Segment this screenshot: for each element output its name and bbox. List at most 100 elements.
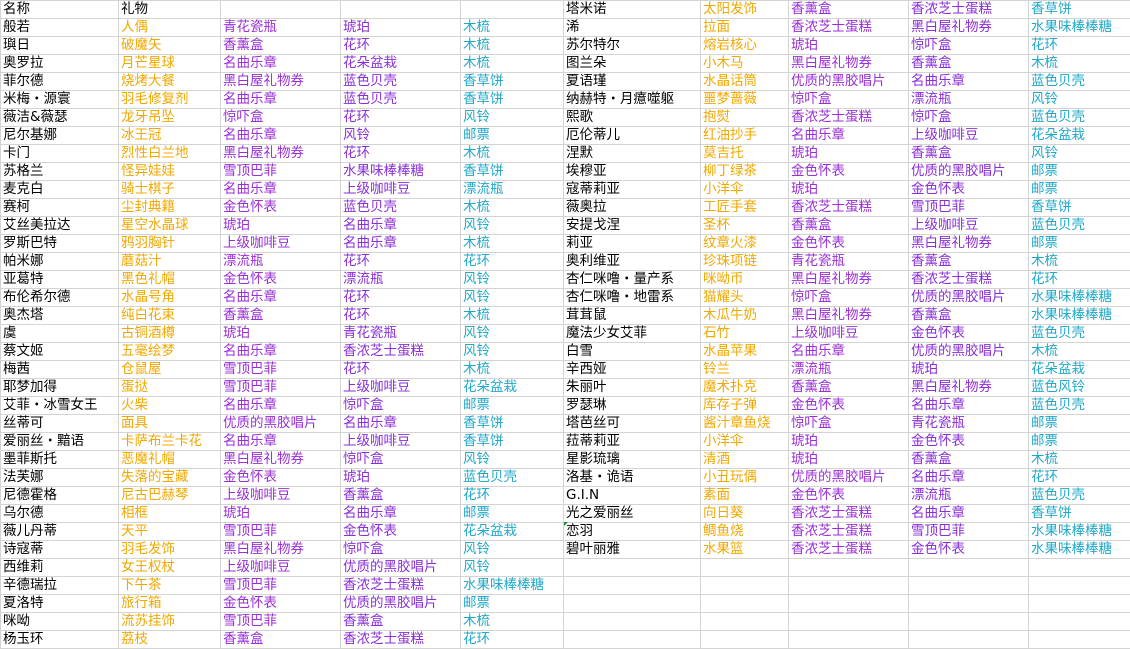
- gift-cell-3[interactable]: 名曲乐章: [909, 73, 1029, 91]
- gift-cell-1[interactable]: 火柴: [119, 397, 221, 415]
- gift-cell-4[interactable]: [1029, 595, 1130, 613]
- gift-cell-1[interactable]: 旅行箱: [119, 595, 221, 613]
- gift-cell-2[interactable]: 雪顶巴菲: [221, 613, 341, 631]
- gift-cell-4[interactable]: 风铃: [461, 325, 564, 343]
- gift-cell-4[interactable]: 风铃: [461, 343, 564, 361]
- gift-cell-1[interactable]: [701, 577, 789, 595]
- character-name-cell[interactable]: 亚葛特: [1, 271, 119, 289]
- gift-cell-2[interactable]: 上级咖啡豆: [221, 235, 341, 253]
- gift-cell-4[interactable]: 木梳: [461, 613, 564, 631]
- gift-cell-3[interactable]: 香浓芝士蛋糕: [341, 343, 461, 361]
- gift-cell-2[interactable]: [789, 559, 909, 577]
- gift-cell-1[interactable]: 羽毛发饰: [119, 541, 221, 559]
- character-name-cell[interactable]: 般若: [1, 19, 119, 37]
- gift-cell-1[interactable]: 破魔矢: [119, 37, 221, 55]
- gift-cell-4[interactable]: 邮票: [1029, 415, 1130, 433]
- character-name-cell[interactable]: 安提戈涅: [564, 217, 701, 235]
- gift-cell-4[interactable]: 蓝色贝壳: [1029, 217, 1130, 235]
- character-name-cell[interactable]: 尼德霍格: [1, 487, 119, 505]
- gift-cell-1[interactable]: 莫吉托: [701, 145, 789, 163]
- gift-cell-4[interactable]: 水果味棒棒糖: [1029, 523, 1130, 541]
- gift-cell-4[interactable]: 花环: [1029, 469, 1130, 487]
- gift-cell-3[interactable]: 雪顶巴菲: [909, 199, 1029, 217]
- gift-cell-2[interactable]: 香薰盒: [221, 307, 341, 325]
- gift-cell-4[interactable]: 木梳: [461, 235, 564, 253]
- gift-cell-2[interactable]: 惊吓盒: [221, 109, 341, 127]
- gift-cell-1[interactable]: 酱汁章鱼烧: [701, 415, 789, 433]
- gift-cell-1[interactable]: 羽毛修复剂: [119, 91, 221, 109]
- character-name-cell[interactable]: 纳赫特・月癔噬躯: [564, 91, 701, 109]
- gift-cell-3[interactable]: 香薰盒: [909, 145, 1029, 163]
- gift-cell-2[interactable]: 琥珀: [221, 217, 341, 235]
- gift-cell-3[interactable]: 香薰盒: [909, 307, 1029, 325]
- gift-cell-3[interactable]: 花环: [341, 361, 461, 379]
- gift-cell-2[interactable]: 惊吓盒: [789, 91, 909, 109]
- gift-cell-4[interactable]: 水果味棒棒糖: [461, 577, 564, 595]
- gift-cell-2[interactable]: [789, 577, 909, 595]
- gift-cell-4[interactable]: 风铃: [461, 271, 564, 289]
- gift-cell-4[interactable]: 蓝色风铃: [1029, 379, 1130, 397]
- gift-cell-2[interactable]: 琥珀: [789, 37, 909, 55]
- gift-cell-4[interactable]: 漂流瓶: [461, 181, 564, 199]
- character-name-cell[interactable]: 薇儿丹蒂: [1, 523, 119, 541]
- gift-cell-3[interactable]: 上级咖啡豆: [909, 127, 1029, 145]
- gift-cell-2[interactable]: 名曲乐章: [221, 289, 341, 307]
- gift-cell-3[interactable]: 花环: [341, 289, 461, 307]
- gift-cell-4[interactable]: [1029, 577, 1130, 595]
- gift-cell-4[interactable]: 水果味棒棒糖: [1029, 289, 1130, 307]
- gift-cell-2[interactable]: 金色怀表: [789, 163, 909, 181]
- character-name-cell[interactable]: 光之爱丽丝: [564, 505, 701, 523]
- character-name-cell[interactable]: 卡门: [1, 145, 119, 163]
- gift-cell-3[interactable]: 惊吓盒: [909, 109, 1029, 127]
- gift-cell-1[interactable]: 库存子弹: [701, 397, 789, 415]
- character-name-cell[interactable]: 咪呦: [1, 613, 119, 631]
- gift-cell-1[interactable]: 骑士棋子: [119, 181, 221, 199]
- gift-cell-2[interactable]: 名曲乐章: [221, 433, 341, 451]
- gift-cell-1[interactable]: 女王权杖: [119, 559, 221, 577]
- character-name-cell[interactable]: 厄伦蒂儿: [564, 127, 701, 145]
- gift-cell-1[interactable]: 面具: [119, 415, 221, 433]
- character-name-cell[interactable]: 朱丽叶: [564, 379, 701, 397]
- character-name-cell[interactable]: 莉亚: [564, 235, 701, 253]
- gift-cell-1[interactable]: 下午茶: [119, 577, 221, 595]
- gift-cell-2[interactable]: 香浓芝士蛋糕: [789, 505, 909, 523]
- gift-cell-1[interactable]: 石竹: [701, 325, 789, 343]
- gift-cell-4[interactable]: 风铃: [461, 217, 564, 235]
- gift-cell-3[interactable]: [909, 559, 1029, 577]
- gift-cell-3[interactable]: 金色怀表: [909, 181, 1029, 199]
- gift-cell-4[interactable]: 香草饼: [461, 163, 564, 181]
- character-name-cell[interactable]: 寇蒂莉亚: [564, 181, 701, 199]
- gift-cell-4[interactable]: 蓝色贝壳: [1029, 73, 1130, 91]
- gift-cell-3[interactable]: 惊吓盒: [909, 37, 1029, 55]
- gift-cell-3[interactable]: [909, 595, 1029, 613]
- gift-cell-1[interactable]: 红油抄手: [701, 127, 789, 145]
- gift-cell-2[interactable]: 金色怀表: [221, 469, 341, 487]
- gift-cell-1[interactable]: 小木马: [701, 55, 789, 73]
- gift-cell-3[interactable]: 上级咖啡豆: [341, 379, 461, 397]
- gift-cell-4[interactable]: 木梳: [1029, 253, 1130, 271]
- gift-cell-2[interactable]: 名曲乐章: [221, 343, 341, 361]
- gift-cell-3[interactable]: 琥珀: [341, 469, 461, 487]
- gift-cell-1[interactable]: 噩梦蔷薇: [701, 91, 789, 109]
- character-name-cell[interactable]: 塔米诺: [564, 1, 701, 19]
- gift-cell-4[interactable]: 木梳: [1029, 451, 1130, 469]
- gift-cell-3[interactable]: 名曲乐章: [909, 469, 1029, 487]
- character-name-cell[interactable]: 辛德瑞拉: [1, 577, 119, 595]
- gift-cell-2[interactable]: 名曲乐章: [789, 127, 909, 145]
- gift-cell-3[interactable]: 优质的黑胶唱片: [341, 559, 461, 577]
- character-name-cell[interactable]: 虞: [1, 325, 119, 343]
- gift-cell-4[interactable]: 香草饼: [1029, 199, 1130, 217]
- gift-cell-3[interactable]: 蓝色贝壳: [341, 91, 461, 109]
- character-name-cell[interactable]: 米梅・源寰: [1, 91, 119, 109]
- gift-cell-1[interactable]: 小丑玩偶: [701, 469, 789, 487]
- gift-cell-2[interactable]: 漂流瓶: [221, 253, 341, 271]
- gift-cell-4[interactable]: 香草饼: [461, 73, 564, 91]
- character-name-cell[interactable]: 薇洁&薇瑟: [1, 109, 119, 127]
- gift-cell-1[interactable]: 仓鼠屋: [119, 361, 221, 379]
- character-name-cell[interactable]: 尼尔基娜: [1, 127, 119, 145]
- gift-cell-4[interactable]: 邮票: [461, 127, 564, 145]
- gift-cell-3[interactable]: 漂流瓶: [909, 487, 1029, 505]
- gift-cell-1[interactable]: 纹章火漆: [701, 235, 789, 253]
- gift-cell-4[interactable]: 邮票: [1029, 163, 1130, 181]
- gift-cell-2[interactable]: 黑白屋礼物券: [221, 451, 341, 469]
